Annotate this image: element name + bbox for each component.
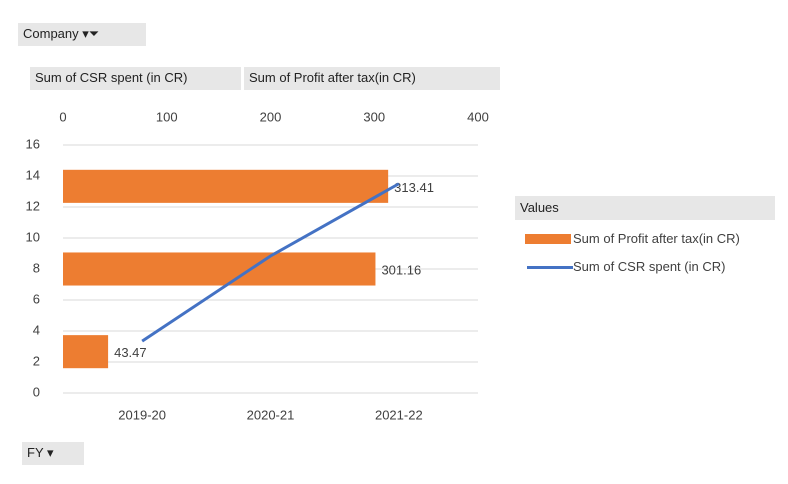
y-tick-label: 10: [26, 229, 40, 244]
x2-tick-label: 400: [467, 109, 489, 124]
x2-tick-label: 100: [156, 109, 178, 124]
legend-swatch: [525, 234, 571, 244]
value-button[interactable]: Sum of Profit after tax(in CR): [244, 67, 500, 90]
legend: Values Sum of Profit after tax(in CR) Sum…: [515, 196, 775, 276]
legend-entry: Sum of CSR spent (in CR): [515, 258, 773, 276]
line: [141, 182, 400, 343]
x-tick-label: 2020-21: [247, 407, 295, 422]
data-label: 313.41: [394, 180, 434, 195]
y-tick-label: 12: [26, 198, 40, 213]
axis-label: FY: [27, 445, 44, 460]
data-label: 43.47: [114, 345, 147, 360]
y-tick-label: 6: [33, 291, 40, 306]
y-tick-label: 4: [33, 322, 40, 337]
legend-entry: Sum of Profit after tax(in CR): [515, 230, 773, 248]
y-tick-label: 0: [33, 384, 40, 399]
filter-label: Company: [23, 26, 79, 41]
y-tick-label: 14: [26, 167, 40, 182]
x-tick-label: 2021-22: [375, 407, 423, 422]
y-tick-label: 2: [33, 353, 40, 368]
x2-tick-label: 200: [260, 109, 282, 124]
legend-label: Sum of CSR spent (in CR): [573, 259, 726, 274]
bar: [63, 335, 109, 369]
legend-title: Values: [515, 196, 775, 220]
bar: [63, 169, 389, 203]
x-tick-label: 2019-20: [118, 407, 166, 422]
data-label: 301.16: [381, 262, 421, 277]
bar: [63, 252, 376, 286]
legend-label: Sum of Profit after tax(in CR): [573, 231, 740, 246]
axis-button[interactable]: FY ▾: [22, 442, 84, 465]
y-tick-label: 8: [33, 260, 40, 275]
value-button[interactable]: Sum of CSR spent (in CR): [30, 67, 241, 90]
value-label: Sum of CSR spent (in CR): [35, 70, 188, 85]
value-label: Sum of Profit after tax(in CR): [249, 70, 416, 85]
x2-tick-label: 0: [59, 109, 66, 124]
legend-swatch: [527, 266, 573, 269]
y-tick-label: 16: [26, 136, 40, 151]
filter-button[interactable]: Company ▾⏷: [18, 23, 146, 46]
x2-tick-label: 300: [363, 109, 385, 124]
